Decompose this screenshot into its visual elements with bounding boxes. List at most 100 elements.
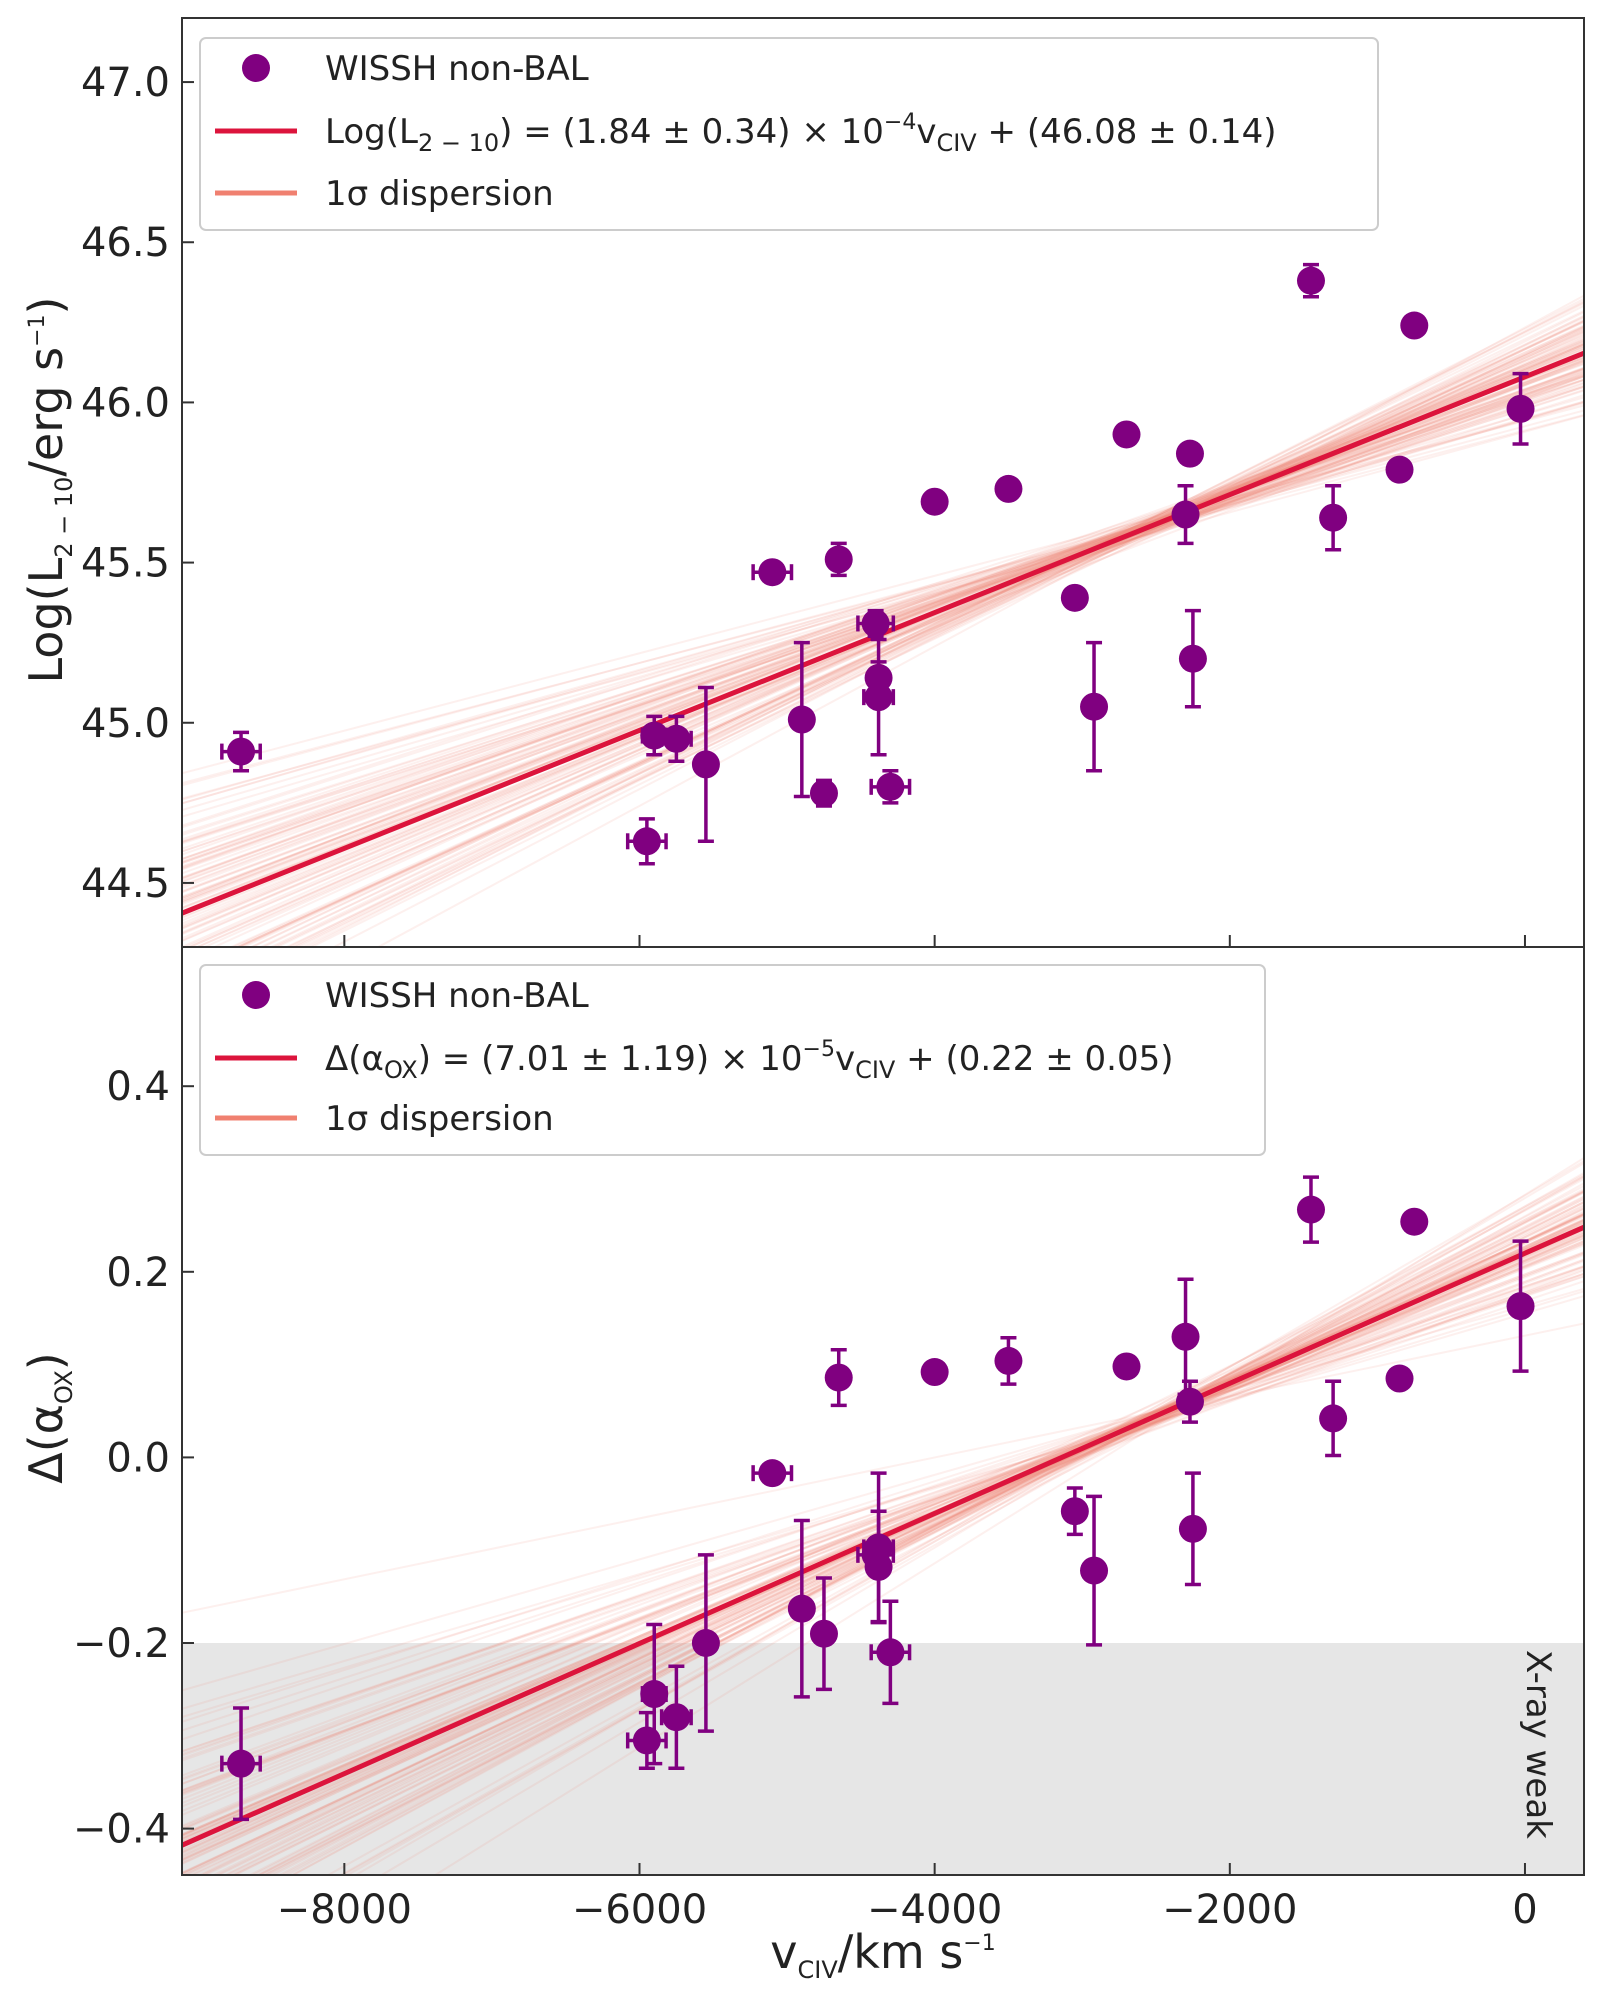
bottom-y-ticks: −0.4 −0.2 0.0 0.2 0.4: [73, 1064, 194, 1853]
marker: [640, 1680, 669, 1709]
dispersion-line: [182, 1287, 1584, 1692]
marker: [876, 772, 905, 801]
dispersion-line: [182, 1272, 1584, 1760]
data-point: [1296, 262, 1325, 299]
marker: [1296, 1195, 1325, 1224]
dispersion-line: [228, 332, 1584, 947]
marker: [632, 1726, 661, 1755]
data-point: [920, 487, 949, 516]
data-point: [1171, 483, 1200, 546]
bottom-legend-points-label: WISSH non-BAL: [325, 976, 589, 1016]
data-point: [869, 1599, 912, 1706]
top-legend-fit-label: Log(L2 − 10) = (1.84 ± 0.34) × 10−4vCIV …: [325, 110, 1277, 157]
bottom-y-axis-label: Δ(αOX): [19, 1352, 78, 1484]
dispersion-line: [182, 1226, 1584, 1827]
dispersion-line: [212, 320, 1584, 947]
x-tick-label: 0: [1512, 1887, 1537, 1933]
marker: [1171, 1322, 1200, 1351]
marker: [1080, 1556, 1109, 1585]
dispersion-line: [182, 396, 1584, 805]
dispersion-line: [182, 1258, 1584, 1780]
top-panel: 44.5 45.0 45.5 46.0 46.5 47.0 Log(L2 − 10/erg…: [19, 17, 1585, 948]
data-point: [1112, 1352, 1141, 1381]
data-point: [869, 769, 912, 805]
dispersion-line: [182, 1265, 1584, 1741]
dispersion-line: [305, 297, 1584, 947]
dispersion-line: [249, 315, 1584, 947]
marker: [227, 1749, 256, 1778]
data-point: [862, 637, 896, 757]
dispersion-line: [182, 404, 1584, 775]
x-axis-label: vCIV/km s−1: [770, 1925, 995, 1984]
marker: [1400, 1207, 1429, 1236]
marker: [824, 1363, 853, 1392]
data-point: [751, 558, 794, 587]
marker: [227, 737, 256, 766]
y-tick-label: 45.0: [81, 701, 170, 747]
dispersion-line: [187, 333, 1584, 947]
x-ray-weak-label: X-ray weak: [1518, 1650, 1558, 1839]
marker: [1385, 1364, 1414, 1393]
dispersion-line: [194, 328, 1584, 947]
dispersion-line: [182, 1223, 1584, 1837]
dispersion-line: [182, 1272, 1584, 1762]
top-plot-area: [182, 262, 1584, 947]
marker: [691, 1629, 720, 1657]
bottom-panel: −0.4−0.20.00.20.4 −8000 −6000 −4000 −2000 0 …: [19, 946, 1585, 1933]
dispersion-line: [182, 1251, 1584, 1785]
bottom-legend-dispersion-label: 1σ dispersion: [325, 1099, 554, 1139]
marker: [1319, 1404, 1348, 1433]
data-point: [1385, 1364, 1414, 1393]
data-point: [809, 1576, 838, 1692]
dispersion-line: [202, 330, 1584, 947]
dispersion-line: [235, 331, 1584, 947]
y-tick-label: 46.5: [81, 220, 170, 266]
marker: [1178, 1514, 1207, 1543]
dispersion-line: [182, 343, 1584, 942]
bottom-data-points: [220, 1175, 1535, 1822]
top-legend: WISSH non-BAL Log(L2 − 10) = (1.84 ± 0.3…: [199, 37, 1379, 231]
data-point: [1175, 439, 1204, 468]
marker: [994, 1346, 1023, 1375]
marker: [1171, 500, 1200, 529]
dispersion-line: [235, 336, 1584, 947]
data-point: [220, 1706, 262, 1822]
marker: [1175, 439, 1204, 468]
dispersion-line: [183, 338, 1584, 947]
dispersion-line: [182, 402, 1584, 805]
marker: [1175, 1387, 1204, 1416]
data-point: [751, 1459, 794, 1488]
dispersion-line: [182, 1242, 1584, 1808]
data-point: [659, 714, 693, 763]
dispersion-line: [290, 301, 1584, 947]
dispersion-line: [182, 1252, 1584, 1797]
data-point: [640, 1622, 669, 1766]
data-point: [864, 660, 893, 696]
top-legend-dispersion-label: 1σ dispersion: [325, 174, 554, 214]
marker: [864, 663, 893, 692]
dispersion-line: [182, 1322, 1584, 1614]
dispersion-line: [296, 304, 1584, 947]
data-point: [1319, 483, 1348, 552]
marker: [662, 724, 691, 753]
y-tick-label: 47.0: [81, 60, 170, 106]
dispersion-line: [182, 340, 1584, 942]
data-point: [824, 1348, 853, 1408]
data-point: [994, 474, 1023, 503]
dispersion-line: [236, 321, 1584, 947]
dispersion-line: [182, 1295, 1584, 1710]
y-tick-label: −0.4: [73, 1807, 170, 1853]
marker: [1296, 266, 1325, 295]
dispersion-line: [182, 409, 1584, 787]
top-x-ticks: [343, 935, 1526, 947]
marker: [809, 779, 838, 808]
y-tick-label: 0.2: [106, 1250, 170, 1296]
marker: [864, 1552, 893, 1581]
data-point: [625, 817, 668, 866]
bottom-legend-marker: [242, 981, 270, 1009]
marker: [662, 1703, 691, 1732]
dispersion-line: [433, 1157, 1584, 1875]
data-point: [1385, 455, 1414, 484]
dispersion-line: [182, 1260, 1584, 1794]
dispersion-line: [182, 1244, 1584, 1800]
